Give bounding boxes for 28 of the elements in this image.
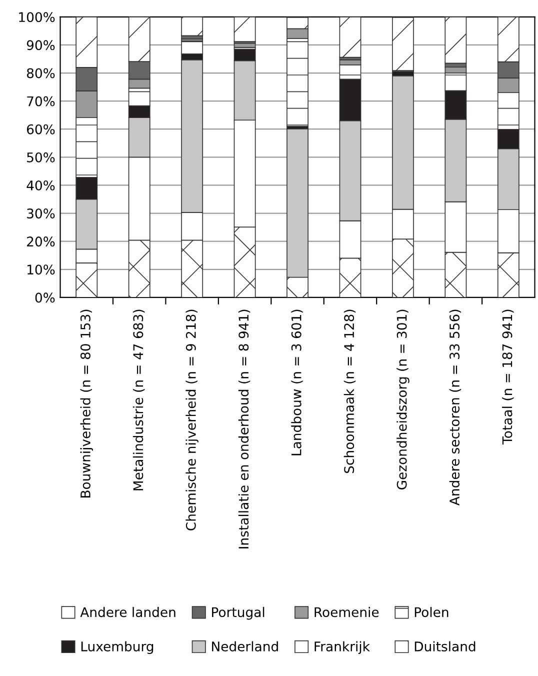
y-tick-label: 10% bbox=[28, 264, 55, 275]
x-tick-label: Bouwnijverheid (n = 80 153) bbox=[80, 310, 94, 498]
x-tick-label: Chemische nijverheid (n = 9 218) bbox=[186, 310, 198, 530]
y-tick-label: 90% bbox=[26, 40, 55, 50]
x-tick-label: Installatie en onderhoud (n = 8 941) bbox=[238, 310, 250, 548]
legend-label: Andere landen bbox=[80, 606, 176, 618]
legend-label: Roemenie bbox=[314, 606, 379, 618]
x-tick-label: Schoonmaak (n = 4 128) bbox=[344, 310, 356, 474]
x-tick-label: Andere sectoren (n = 33 556) bbox=[449, 310, 462, 506]
y-tick-label: 70% bbox=[27, 96, 55, 106]
x-tick-label: Metalindustrie (n = 47 683) bbox=[132, 310, 145, 490]
y-tick-label: 20% bbox=[27, 236, 55, 247]
legend-label: Luxemburg bbox=[81, 641, 154, 654]
y-tick-label: 60% bbox=[26, 124, 55, 134]
y-tick-label: 30% bbox=[27, 208, 55, 218]
x-tick-label: Totaal (n = 187 941) bbox=[502, 310, 514, 444]
y-tick-label: 80% bbox=[26, 68, 55, 78]
x-tick-label: Gezondheidszorg (n = 301) bbox=[396, 310, 410, 490]
legend-label: Polen bbox=[414, 606, 448, 618]
x-tick-label: Landbouw (n = 3 601) bbox=[291, 310, 303, 456]
legend-label: Portugal bbox=[212, 606, 264, 620]
y-tick-label: 0% bbox=[35, 292, 55, 303]
y-tick-label: 50% bbox=[27, 152, 55, 162]
y-tick-label: 40% bbox=[26, 180, 55, 190]
y-tick-label: 100% bbox=[19, 12, 55, 22]
legend-label: Duitsland bbox=[414, 641, 476, 652]
legend-label: Nederland bbox=[212, 641, 278, 652]
legend-label: Frankrijk bbox=[314, 641, 370, 654]
